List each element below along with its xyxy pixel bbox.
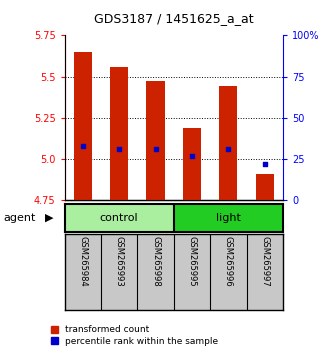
Text: GSM265995: GSM265995 [187,236,197,286]
Point [117,146,122,152]
Point [153,146,158,152]
Text: GDS3187 / 1451625_a_at: GDS3187 / 1451625_a_at [94,12,254,25]
Point [80,143,85,149]
Bar [256,174,274,200]
Point [262,161,267,167]
Bar [174,204,283,232]
Text: agent: agent [3,213,36,223]
Point [189,153,195,158]
Text: ▶: ▶ [45,213,53,223]
Bar [219,86,238,200]
Text: GSM265997: GSM265997 [260,236,269,287]
Bar [146,81,165,200]
Text: light: light [216,213,241,223]
Legend: transformed count, percentile rank within the sample: transformed count, percentile rank withi… [51,325,218,346]
Point [226,146,231,152]
Text: GSM265984: GSM265984 [78,236,87,287]
Text: control: control [100,213,138,223]
Text: GSM265996: GSM265996 [224,236,233,287]
Bar [183,127,201,200]
Text: GSM265993: GSM265993 [115,236,124,287]
Bar [110,67,128,200]
Text: GSM265998: GSM265998 [151,236,160,287]
Bar [65,204,174,232]
Bar [74,52,92,200]
